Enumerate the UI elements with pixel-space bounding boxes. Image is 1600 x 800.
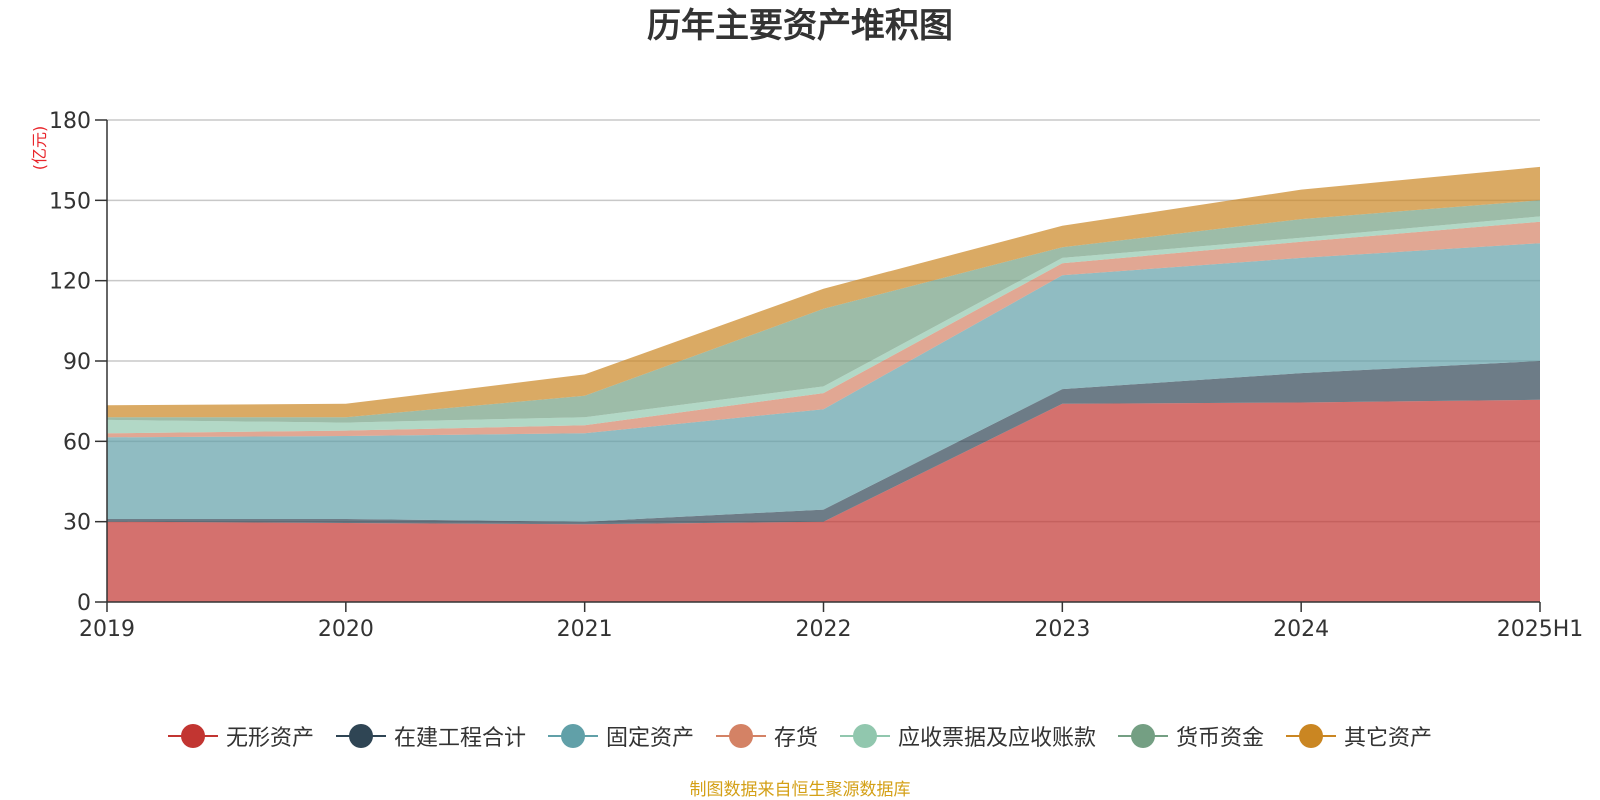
legend-item-3[interactable]: 存货 [715, 720, 818, 752]
legend-marker-icon [335, 724, 386, 748]
label-layer: 0 30 60 90 120 150 180 2019 2020 2021 2022 2023 2024… [30, 109, 1583, 642]
legend-marker-icon [840, 724, 890, 748]
y-tick-label: 90 [63, 350, 91, 375]
x-tick-label: 2023 [1034, 617, 1090, 642]
legend-label: 在建工程合计 [393, 726, 526, 751]
legend-label: 固定资产 [605, 726, 694, 751]
legend-marker-icon [1286, 724, 1337, 748]
legend-item-1[interactable]: 在建工程合计 [335, 720, 526, 752]
x-tick-label: 2022 [796, 617, 852, 642]
x-tick-label: 2024 [1273, 617, 1329, 642]
area-series-0 [107, 399, 1540, 602]
legend-label: 存货 [773, 726, 818, 751]
area-series-3 [107, 221, 1540, 438]
legend-item-6[interactable]: 其它资产 [1286, 720, 1432, 752]
chart-title: 历年主要资产堆积图 [647, 6, 953, 46]
legend-item-5[interactable]: 货币资金 [1118, 720, 1264, 752]
x-tick-label: 2021 [557, 617, 613, 642]
legend-marker-icon [1118, 724, 1169, 748]
area-series-2 [107, 243, 1540, 522]
y-tick-label: 30 [63, 511, 91, 536]
legend-label: 应收票据及应收账款 [898, 726, 1097, 751]
y-tick-label: 120 [49, 270, 91, 295]
legend-marker-icon [715, 724, 766, 748]
area-series-5 [107, 200, 1540, 423]
legend-item-0[interactable]: 无形资产 [167, 720, 314, 752]
x-tick-label: 2019 [79, 617, 135, 642]
unit-label: (亿元) [30, 126, 49, 171]
chart-legend: 无形资产 在建工程合计 固定资产 存货 应收票据及应收账款 货币资金 其它资产 [0, 718, 1600, 754]
legend-item-4[interactable]: 应收票据及应收账款 [840, 720, 1096, 752]
source-note: 制图数据来自恒生聚源数据库 [689, 780, 911, 800]
y-tick-label: 60 [63, 430, 91, 455]
area-layer [107, 166, 1540, 602]
legend-label: 货币资金 [1176, 726, 1265, 751]
area-series-1 [107, 361, 1540, 525]
x-tick-label: 2025H1 [1497, 617, 1584, 642]
legend-marker-icon [167, 724, 218, 748]
legend-label: 无形资产 [225, 726, 314, 751]
y-tick-label: 180 [49, 109, 91, 134]
axis-layer [95, 119, 1541, 612]
y-tick-label: 0 [77, 591, 91, 616]
legend-marker-icon [547, 724, 598, 748]
area-series-4 [107, 216, 1540, 434]
legend-label: 其它资产 [1344, 726, 1433, 751]
x-tick-label: 2020 [318, 617, 374, 642]
area-series-6 [107, 166, 1540, 418]
legend-item-2[interactable]: 固定资产 [547, 720, 694, 752]
y-tick-label: 150 [49, 189, 91, 214]
